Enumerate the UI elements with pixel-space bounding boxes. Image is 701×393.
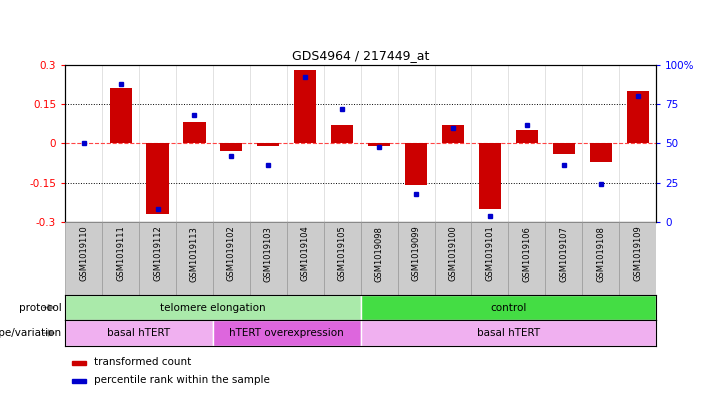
Text: GSM1019112: GSM1019112 [153, 226, 162, 281]
Bar [287, 222, 324, 295]
Text: basal hTERT: basal hTERT [477, 328, 540, 338]
Text: basal hTERT: basal hTERT [107, 328, 170, 338]
Bar [479, 143, 501, 209]
Bar [627, 91, 648, 143]
Bar [176, 222, 213, 295]
Bar [324, 222, 361, 295]
Text: GSM1019107: GSM1019107 [559, 226, 569, 281]
Bar [435, 222, 472, 295]
Text: GSM1019102: GSM1019102 [227, 226, 236, 281]
Bar [250, 222, 287, 295]
Bar [405, 143, 427, 185]
Bar [508, 222, 545, 295]
Title: GDS4964 / 217449_at: GDS4964 / 217449_at [292, 49, 429, 62]
Bar [361, 295, 656, 320]
Bar [102, 222, 139, 295]
Text: GSM1019103: GSM1019103 [264, 226, 273, 281]
Bar [442, 125, 464, 143]
Bar [72, 379, 86, 383]
Bar [213, 222, 250, 295]
Bar [590, 143, 612, 162]
Bar [619, 222, 656, 295]
Text: GSM1019104: GSM1019104 [301, 226, 310, 281]
Text: GSM1019110: GSM1019110 [79, 226, 88, 281]
Text: protocol: protocol [19, 303, 62, 312]
Bar [294, 70, 316, 143]
Bar [368, 143, 390, 146]
Bar [583, 222, 619, 295]
Bar [139, 222, 176, 295]
Bar [213, 320, 361, 346]
Bar [331, 125, 353, 143]
Text: GSM1019108: GSM1019108 [597, 226, 605, 281]
Text: GSM1019113: GSM1019113 [190, 226, 199, 281]
Bar [72, 362, 86, 365]
Text: control: control [490, 303, 526, 312]
Text: telomere elongation: telomere elongation [160, 303, 266, 312]
Text: transformed count: transformed count [93, 357, 191, 367]
Text: GSM1019109: GSM1019109 [633, 226, 642, 281]
Bar [147, 143, 169, 214]
Bar [65, 320, 213, 346]
Bar [65, 222, 102, 295]
Text: percentile rank within the sample: percentile rank within the sample [93, 375, 269, 385]
Bar [65, 295, 361, 320]
Text: GSM1019099: GSM1019099 [411, 226, 421, 281]
Text: GSM1019100: GSM1019100 [449, 226, 458, 281]
Bar [552, 143, 575, 154]
Bar [516, 130, 538, 143]
Bar [545, 222, 583, 295]
Text: GSM1019105: GSM1019105 [338, 226, 347, 281]
Text: GSM1019106: GSM1019106 [522, 226, 531, 281]
Text: genotype/variation: genotype/variation [0, 328, 62, 338]
Bar [472, 222, 508, 295]
Bar [109, 88, 132, 143]
Bar [184, 123, 205, 143]
Text: GSM1019101: GSM1019101 [485, 226, 494, 281]
Bar [361, 320, 656, 346]
Text: hTERT overexpression: hTERT overexpression [229, 328, 344, 338]
Bar [257, 143, 280, 146]
Bar [397, 222, 435, 295]
Bar [220, 143, 243, 151]
Bar [361, 222, 397, 295]
Text: GSM1019098: GSM1019098 [374, 226, 383, 281]
Text: GSM1019111: GSM1019111 [116, 226, 125, 281]
